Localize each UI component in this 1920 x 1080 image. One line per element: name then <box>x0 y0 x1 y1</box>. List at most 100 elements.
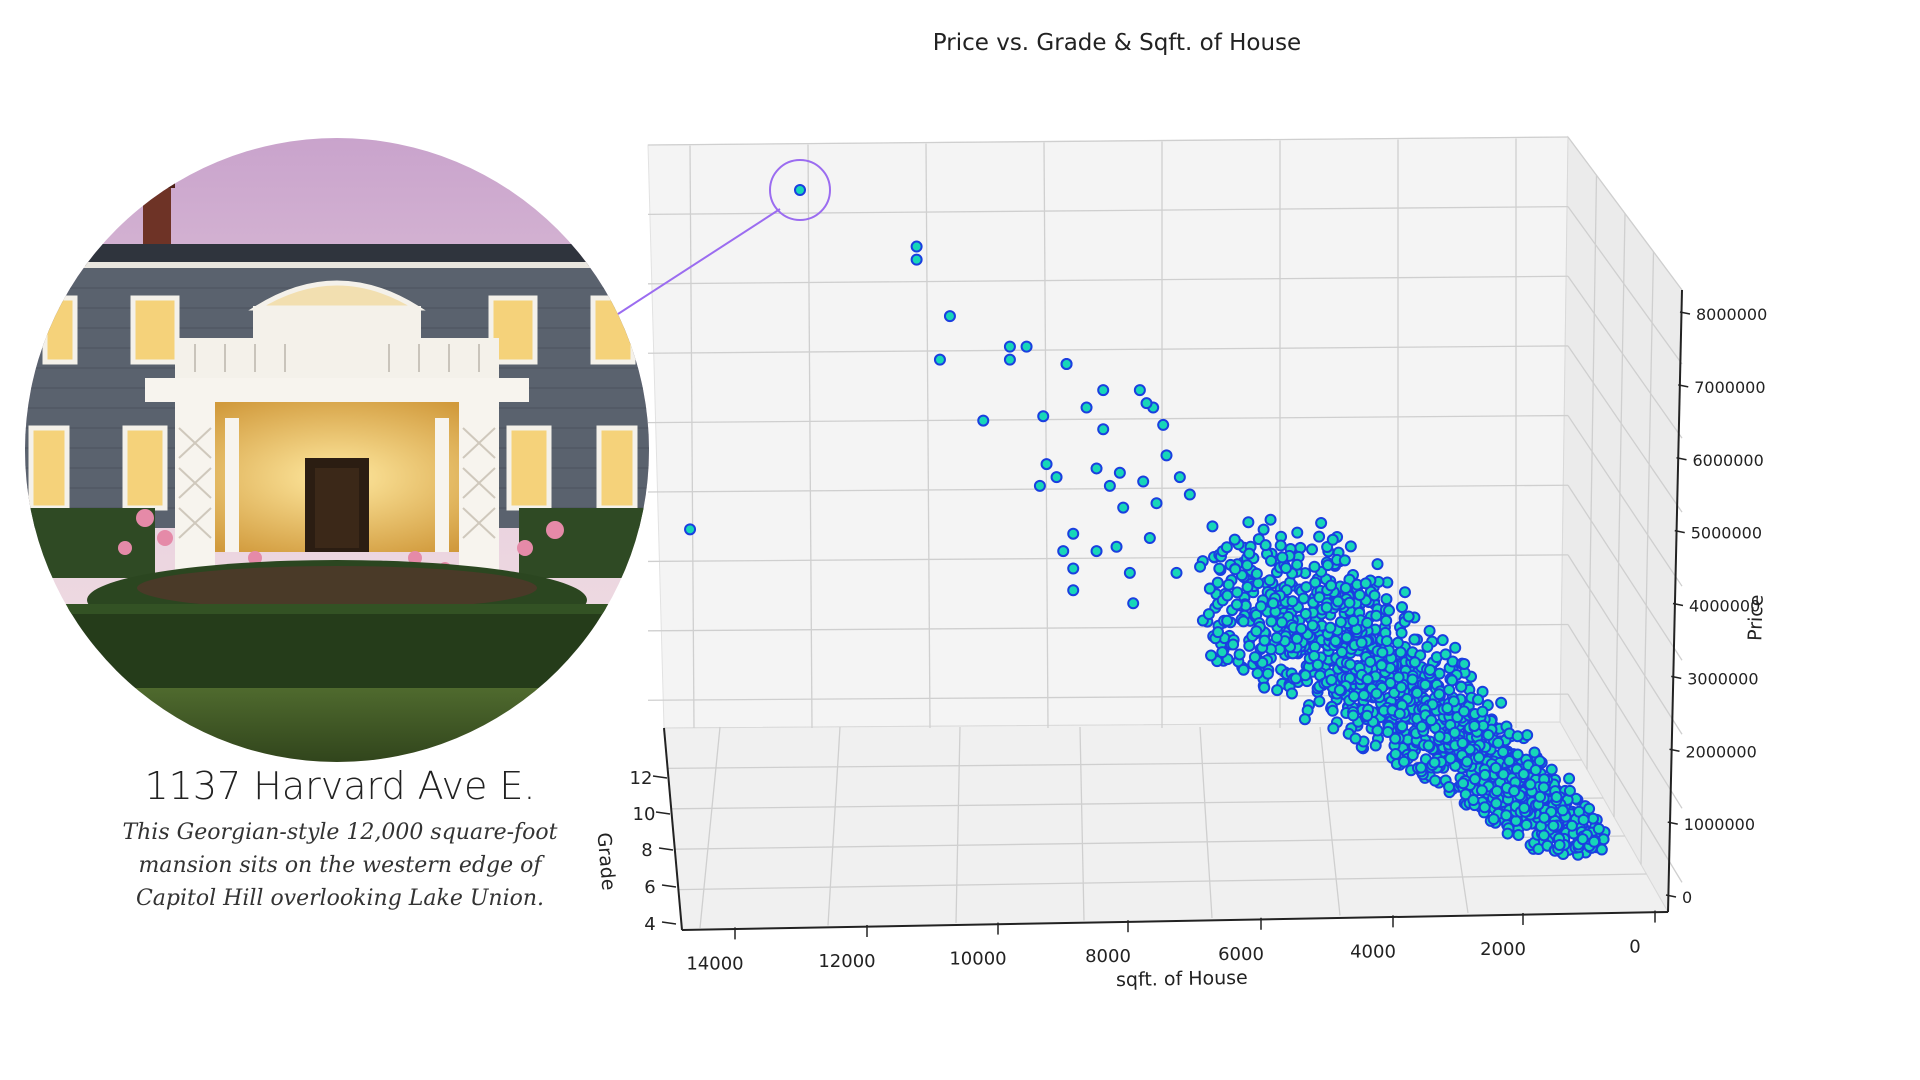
scatter-point <box>1060 358 1073 371</box>
scatter-point <box>1300 581 1313 594</box>
scatter-point <box>1392 671 1405 684</box>
scatter-point <box>1482 728 1495 741</box>
scatter-point <box>1458 705 1471 718</box>
scatter-point <box>1237 615 1250 628</box>
scatter-point <box>1355 636 1368 649</box>
scatter-point <box>1243 547 1256 560</box>
scatter-point <box>1308 560 1321 573</box>
scatter-point <box>1444 752 1457 765</box>
scatter-point <box>1550 791 1563 804</box>
scatter-point <box>1472 693 1485 706</box>
z-axis-label: Price <box>1744 594 1768 641</box>
y-ticks: 4 6 8 10 12 <box>630 768 677 935</box>
scatter-point <box>1320 601 1333 614</box>
scatter-point <box>1231 586 1244 599</box>
scatter-point <box>1258 681 1271 694</box>
scatter-point <box>1279 562 1292 575</box>
scatter-point <box>1396 720 1409 733</box>
house-photo <box>25 138 649 762</box>
highlight-connector <box>617 208 781 315</box>
scatter-point <box>1003 340 1016 353</box>
scatter-point <box>1406 749 1419 762</box>
scatter-point <box>1050 471 1063 484</box>
scatter-point <box>1376 646 1389 659</box>
scatter-point <box>1490 797 1503 810</box>
scatter-point <box>1033 479 1046 492</box>
z-tick-label: 8000000 <box>1696 305 1767 324</box>
scatter-point <box>1361 673 1374 686</box>
scatter-point <box>1441 702 1454 715</box>
scatter-point <box>1057 545 1070 558</box>
scatter-point <box>1259 539 1272 552</box>
x-tick-label: 14000 <box>686 953 743 974</box>
scatter-point <box>1520 818 1533 831</box>
scatter-point <box>1326 533 1339 546</box>
scatter-point <box>1203 582 1216 595</box>
scatter-points <box>684 184 1196 610</box>
scatter-point <box>1576 833 1589 846</box>
scatter-point <box>1398 755 1411 768</box>
scatter-point <box>1205 649 1218 662</box>
scatter-point <box>1313 530 1326 543</box>
scatter-point <box>1439 648 1452 661</box>
scatter-point <box>1290 632 1303 645</box>
scatter-point <box>1588 835 1601 848</box>
scatter-point <box>1289 672 1302 685</box>
scatter-point <box>1212 626 1225 639</box>
x-axis-line <box>681 911 1669 931</box>
scatter-point <box>1479 768 1492 781</box>
z-tick-label: 3000000 <box>1687 669 1758 688</box>
scatter-point <box>1414 761 1427 774</box>
scatter-point <box>1524 778 1537 791</box>
scatter-point <box>1497 745 1510 758</box>
scatter-point <box>1334 616 1347 629</box>
scatter-point <box>1250 567 1263 580</box>
scatter-point <box>1529 764 1542 777</box>
scatter-point <box>1389 732 1402 745</box>
scatter-point <box>1228 533 1241 546</box>
scatter-point <box>1501 827 1514 840</box>
scatter-point <box>1537 829 1550 842</box>
scatter-point <box>1216 646 1229 659</box>
scatter-point <box>1371 558 1384 571</box>
scatter-point <box>1080 401 1093 414</box>
scatter-point <box>1306 543 1319 556</box>
scatter-point <box>1248 651 1261 664</box>
scatter-point <box>1313 695 1326 708</box>
scatter-point <box>1468 773 1481 786</box>
x-tick-label: 12000 <box>818 951 875 972</box>
scatter-point <box>1553 839 1566 852</box>
scatter-point <box>1443 683 1456 696</box>
scatter-point <box>1267 597 1280 610</box>
scatter-point <box>1194 560 1207 573</box>
scatter-point <box>1361 709 1374 722</box>
y-tick-label: 10 <box>633 804 656 825</box>
scatter-point <box>1265 615 1278 628</box>
scatter-point <box>1020 340 1033 353</box>
scatter-point <box>1380 593 1393 606</box>
scatter-point <box>1254 600 1267 613</box>
scatter-point <box>1090 462 1103 475</box>
scatter-point <box>1338 554 1351 567</box>
scatter-point <box>1433 730 1446 743</box>
scatter-point <box>1285 687 1298 700</box>
scatter-point <box>1315 516 1328 529</box>
scatter-point <box>1329 635 1342 648</box>
scatter-point <box>1347 690 1360 703</box>
scatter-point <box>1424 663 1437 676</box>
scatter-point <box>1398 586 1411 599</box>
scatter-point <box>1446 674 1459 687</box>
scatter-point <box>1433 688 1446 701</box>
scatter-point <box>1475 784 1488 797</box>
scatter-point <box>1140 397 1153 410</box>
scatter-point <box>1321 559 1334 572</box>
scatter-point <box>1097 384 1110 397</box>
scatter-point <box>1202 608 1215 621</box>
scatter-point <box>1391 636 1404 649</box>
y-axis-label: Grade <box>592 832 619 892</box>
scatter-point <box>943 310 956 323</box>
scatter-point <box>1511 730 1524 743</box>
scatter-point <box>1518 801 1531 814</box>
z-tick-label: 2000000 <box>1686 742 1757 761</box>
z-tick-label: 5000000 <box>1691 524 1762 543</box>
